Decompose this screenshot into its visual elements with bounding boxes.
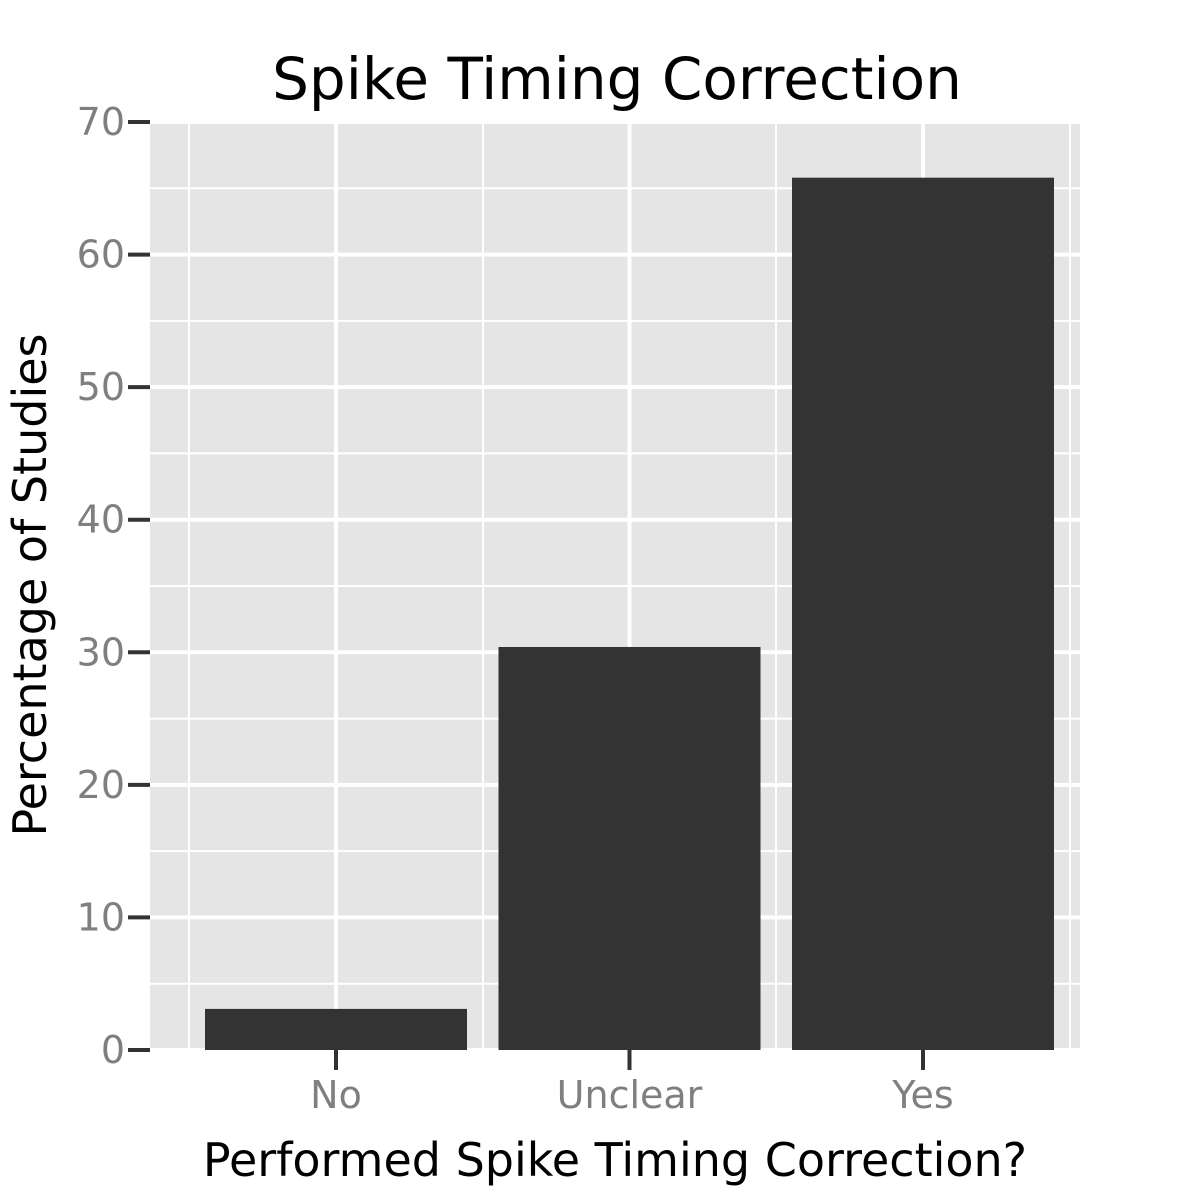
y-axis: 0 10 20 30 40 50 60 70 xyxy=(77,100,150,1072)
y-tick-label: 0 xyxy=(101,1028,125,1072)
x-tick-label: Yes xyxy=(891,1073,953,1117)
x-tick-label: Unclear xyxy=(557,1073,703,1117)
y-tick-label: 10 xyxy=(77,895,125,939)
y-tick-label: 20 xyxy=(77,763,125,807)
bar-unclear xyxy=(498,646,761,1050)
bar-yes xyxy=(792,177,1054,1050)
x-axis: No Unclear Yes xyxy=(310,1050,954,1117)
y-axis-title: Percentage of Studies xyxy=(3,334,57,837)
chart-title: Spike Timing Correction xyxy=(272,45,962,113)
bar-no xyxy=(205,1008,467,1050)
x-tick-label: No xyxy=(310,1073,362,1117)
y-tick-label: 50 xyxy=(77,365,125,409)
y-tick-label: 40 xyxy=(77,498,125,542)
y-tick-label: 60 xyxy=(77,233,125,277)
y-tick-label: 30 xyxy=(77,630,125,674)
x-axis-title: Performed Spike Timing Correction? xyxy=(203,1133,1027,1187)
y-tick-label: 70 xyxy=(77,100,125,144)
bars xyxy=(205,177,1054,1050)
